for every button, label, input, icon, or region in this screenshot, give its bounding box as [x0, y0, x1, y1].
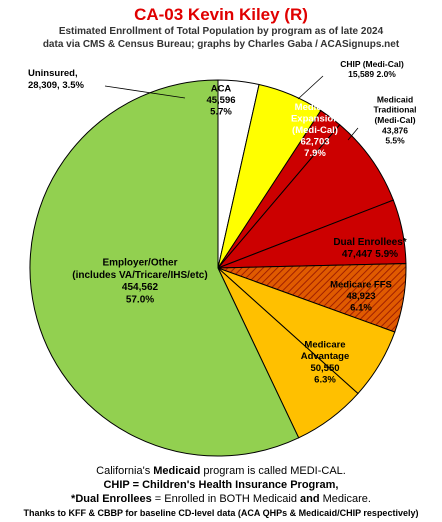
leader-line [104, 85, 186, 99]
pie-slice-medicaid-expansion-medi-cal [217, 124, 394, 269]
chart-subtitle: Estimated Enrollment of Total Population… [0, 25, 442, 51]
footer-line-4: Thanks to KFF & CBBP for baseline CD-lev… [23, 508, 419, 518]
chart-footer: California's Medicaid program is called … [0, 464, 442, 520]
slice-label: Medicare Advantage 50,550 6.3% [301, 340, 350, 386]
slice-label: ACA 45,596 5.7% [206, 83, 235, 117]
subtitle-line-1: Estimated Enrollment of Total Population… [58, 26, 384, 37]
subtitle-line-2: data via CMS & Census Bureau; graphs by … [42, 39, 400, 50]
slice-label: Uninsured, 28,309, 3.5% [28, 68, 85, 91]
leader-line [347, 127, 359, 141]
slice-label: Medicaid Expansion (Medi-Cal) 62,703 7.9% [291, 102, 339, 159]
slice-label: Dual Enrollees* 47,447 5.9% [333, 237, 406, 260]
pie-slice-employer-other-includes-va-tricare-ihs-etc [29, 79, 300, 457]
footer-line-1: California's Medicaid program is called … [96, 465, 346, 477]
slice-label: CHIP (Medi-Cal) 15,589 2.0% [340, 59, 404, 79]
leader-line [297, 75, 324, 100]
chart-title: CA-03 Kevin Kiley (R) [134, 5, 308, 24]
slice-label: Medicaid Traditional (Medi-Cal) 43,876 5.5% [374, 94, 417, 145]
slice-label: Employer/Other (includes VA/Tricare/IHS/e… [72, 258, 207, 306]
footer-line-2: CHIP = Children's Health Insurance Progr… [103, 479, 339, 491]
footer-line-3: *Dual Enrollees = Enrolled in BOTH Medic… [71, 493, 371, 505]
pie-chart: Uninsured, 28,309, 3.5% ACA 45,596 5.7% CHIP … [28, 59, 417, 457]
slice-label: Medicare FFS 48,923 6.1% [330, 279, 392, 313]
